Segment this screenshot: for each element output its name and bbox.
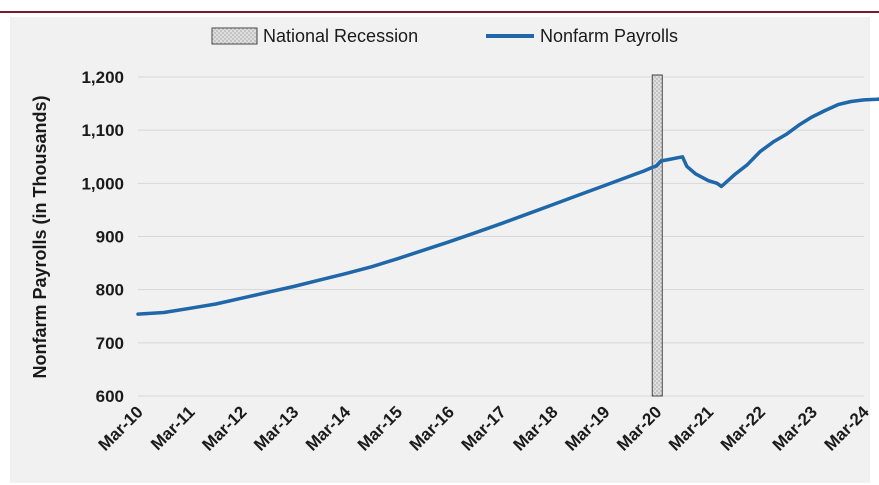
x-tick-label: Mar-24	[821, 402, 874, 455]
gridlines	[138, 76, 864, 397]
y-tick-label: 1,200	[81, 68, 124, 87]
recession-bar	[651, 74, 663, 397]
x-tick-label: Mar-16	[406, 402, 458, 454]
x-tick-label: Mar-14	[302, 402, 355, 455]
header-rule	[0, 0, 879, 13]
legend-payrolls-label: Nonfarm Payrolls	[540, 26, 678, 46]
x-tick-label: Mar-19	[561, 402, 613, 454]
x-tick-label: Mar-20	[613, 402, 665, 454]
x-tick-label: Mar-23	[769, 402, 821, 454]
x-tick-label: Mar-10	[95, 402, 147, 454]
y-axis-label: Nonfarm Payrolls (in Thousands)	[30, 95, 50, 378]
legend: National Recession Nonfarm Payrolls	[211, 26, 678, 46]
legend-recession-label: National Recession	[263, 26, 418, 46]
y-tick-label: 800	[96, 281, 124, 300]
x-tick-label: Mar-22	[717, 402, 769, 454]
y-tick-label: 700	[96, 334, 124, 353]
y-tick-label: 900	[96, 228, 124, 247]
x-tick-label: Mar-11	[147, 402, 199, 454]
y-axis-ticks: 600 700 800 900 1,000 1,100 1,200	[81, 68, 124, 406]
series-lines	[136, 97, 879, 316]
x-tick-label: Mar-15	[354, 402, 406, 454]
x-tick-label: Mar-13	[250, 402, 302, 454]
y-tick-label: 1,000	[81, 174, 124, 193]
recession-bars	[651, 74, 663, 397]
chart-background	[10, 17, 870, 483]
series-line-nonfarm-payrolls	[136, 97, 879, 316]
x-tick-label: Mar-18	[509, 402, 561, 454]
legend-recession-swatch	[211, 27, 258, 45]
x-tick-label: Mar-17	[458, 402, 510, 454]
x-axis-ticks: Mar-10 Mar-11 Mar-12 Mar-13 Mar-14 Mar-15 Mar-…	[95, 402, 874, 455]
x-tick-label: Mar-21	[665, 402, 717, 454]
y-tick-label: 1,100	[81, 121, 124, 140]
y-tick-label: 600	[96, 387, 124, 406]
x-tick-label: Mar-12	[198, 402, 250, 454]
